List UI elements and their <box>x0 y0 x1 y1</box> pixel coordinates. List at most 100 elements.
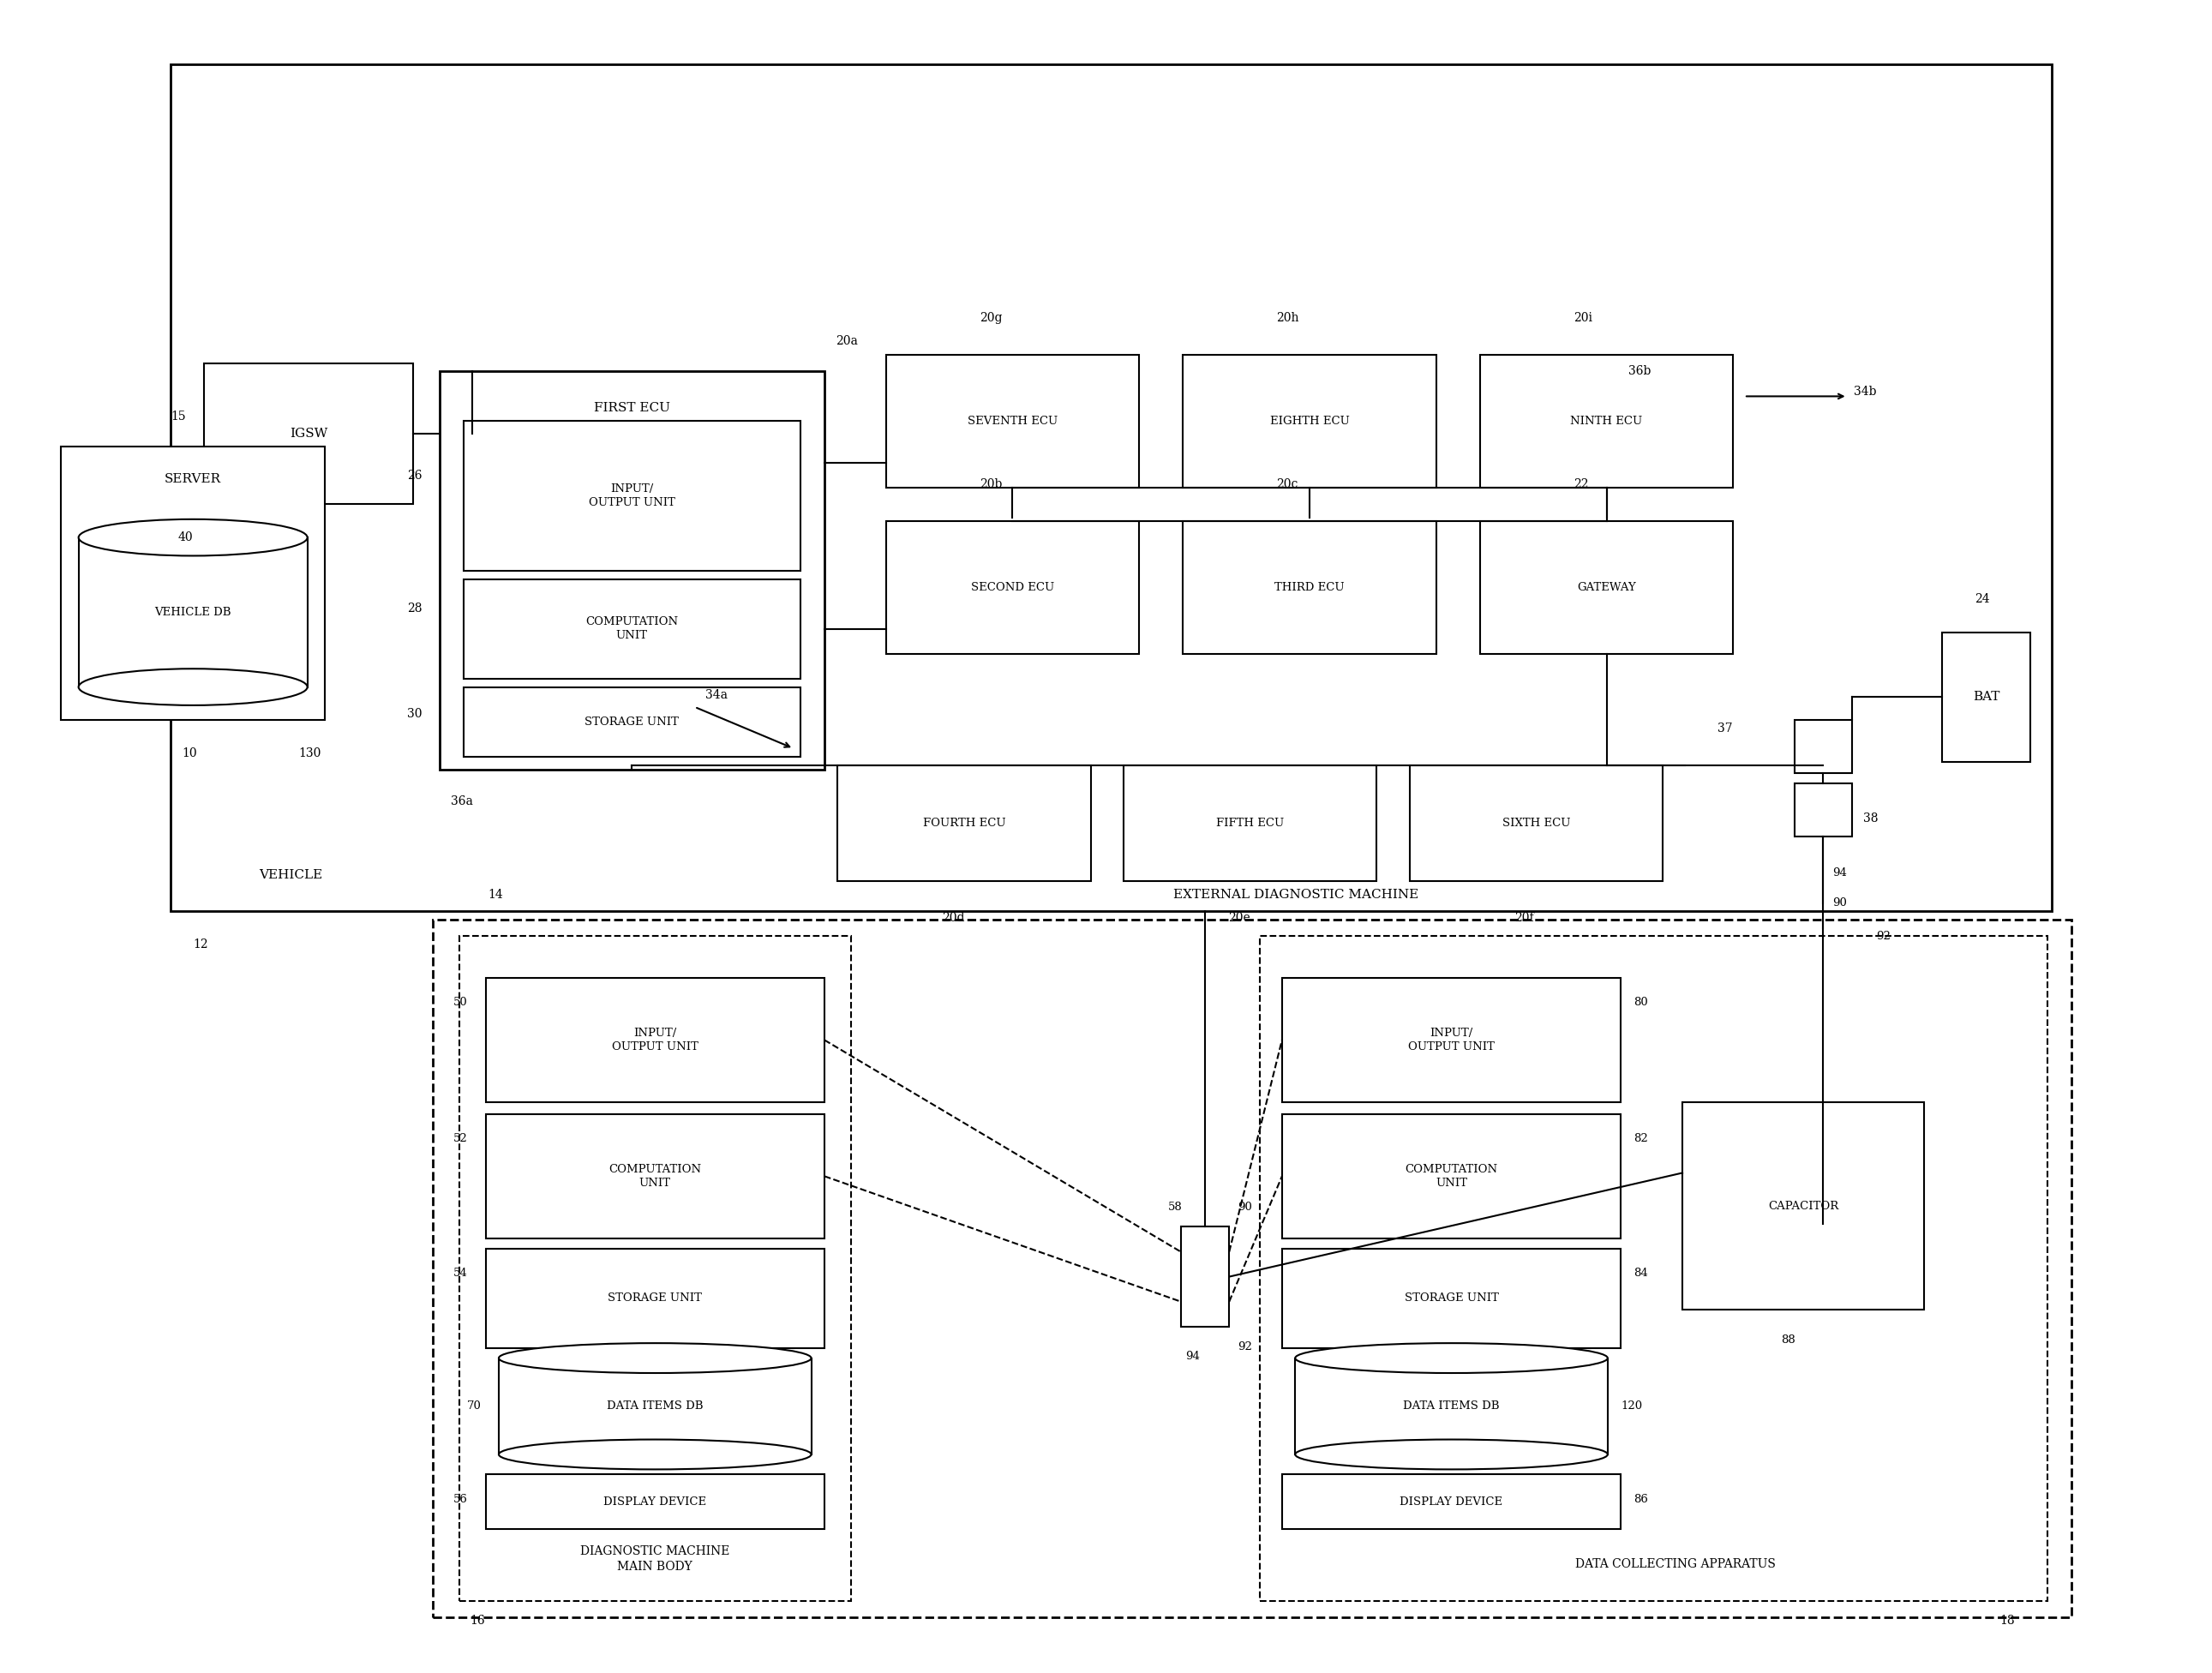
Text: 80: 80 <box>1635 997 1648 1009</box>
Bar <box>170 64 2053 912</box>
Bar <box>1283 977 1621 1103</box>
Bar <box>1794 783 1851 836</box>
Text: 28: 28 <box>407 602 422 616</box>
Text: THIRD ECU: THIRD ECU <box>1274 582 1345 592</box>
Bar <box>465 579 801 679</box>
Text: 52: 52 <box>453 1133 469 1144</box>
Text: 38: 38 <box>1863 811 1878 825</box>
Text: 130: 130 <box>299 748 321 760</box>
Text: DATA ITEMS DB: DATA ITEMS DB <box>606 1400 703 1412</box>
Text: 36b: 36b <box>1628 365 1650 378</box>
Text: 36a: 36a <box>451 796 473 808</box>
Bar <box>1261 937 2048 1601</box>
Text: DIAGNOSTIC MACHINE
MAIN BODY: DIAGNOSTIC MACHINE MAIN BODY <box>580 1546 730 1573</box>
Text: NINTH ECU: NINTH ECU <box>1571 415 1644 427</box>
Text: 90: 90 <box>1239 1201 1252 1213</box>
Bar <box>62 447 325 719</box>
Text: 92: 92 <box>1239 1340 1252 1352</box>
Text: FIFTH ECU: FIFTH ECU <box>1217 818 1285 828</box>
Text: DATA COLLECTING APPARATUS: DATA COLLECTING APPARATUS <box>1575 1558 1776 1569</box>
Text: VEHICLE: VEHICLE <box>259 868 323 880</box>
Text: 20h: 20h <box>1276 313 1298 325</box>
Text: 20a: 20a <box>836 336 858 348</box>
Text: SEVENTH ECU: SEVENTH ECU <box>967 415 1057 427</box>
Text: 94: 94 <box>1186 1350 1199 1362</box>
Text: COMPUTATION
UNIT: COMPUTATION UNIT <box>1405 1164 1498 1188</box>
Text: 16: 16 <box>471 1614 484 1626</box>
Ellipse shape <box>1296 1439 1608 1469</box>
Bar <box>1409 765 1663 882</box>
Text: 22: 22 <box>1573 478 1588 490</box>
Text: 56: 56 <box>453 1494 469 1504</box>
Ellipse shape <box>80 519 307 555</box>
Bar <box>887 355 1139 487</box>
Text: 40: 40 <box>177 532 192 544</box>
Bar <box>204 363 414 504</box>
Bar <box>465 422 801 570</box>
Text: 20b: 20b <box>980 478 1002 490</box>
Text: 54: 54 <box>453 1268 469 1278</box>
Bar <box>487 977 825 1103</box>
Text: INPUT/
OUTPUT UNIT: INPUT/ OUTPUT UNIT <box>588 483 675 509</box>
Ellipse shape <box>1296 1343 1608 1374</box>
Text: 18: 18 <box>2000 1614 2015 1626</box>
Text: 50: 50 <box>453 997 469 1009</box>
Bar <box>1283 1248 1621 1348</box>
Text: 20e: 20e <box>1228 912 1250 923</box>
Text: DISPLAY DEVICE: DISPLAY DEVICE <box>1400 1496 1502 1507</box>
Text: 82: 82 <box>1635 1133 1648 1144</box>
Bar <box>1283 1474 1621 1529</box>
Bar <box>1794 719 1851 773</box>
Ellipse shape <box>80 669 307 706</box>
Ellipse shape <box>498 1439 812 1469</box>
Text: 58: 58 <box>1168 1201 1181 1213</box>
Text: 86: 86 <box>1635 1494 1648 1504</box>
Bar <box>1181 1226 1230 1327</box>
Text: VEHICLE DB: VEHICLE DB <box>155 607 232 617</box>
Text: 84: 84 <box>1635 1268 1648 1278</box>
Text: 20c: 20c <box>1276 478 1298 490</box>
Bar <box>434 920 2073 1618</box>
Text: SECOND ECU: SECOND ECU <box>971 582 1055 592</box>
Text: BAT: BAT <box>1973 691 2000 703</box>
Text: 90: 90 <box>1832 897 1847 908</box>
Ellipse shape <box>498 1343 812 1374</box>
Text: 70: 70 <box>467 1400 482 1412</box>
Bar <box>487 1114 825 1238</box>
Text: 20d: 20d <box>942 912 964 923</box>
Text: 120: 120 <box>1621 1400 1641 1412</box>
Text: COMPUTATION
UNIT: COMPUTATION UNIT <box>586 616 679 641</box>
Text: 34a: 34a <box>706 689 728 701</box>
Bar <box>1283 1114 1621 1238</box>
Bar <box>487 1248 825 1348</box>
Text: GATEWAY: GATEWAY <box>1577 582 1637 592</box>
Text: EIGHTH ECU: EIGHTH ECU <box>1270 415 1349 427</box>
Bar <box>1183 520 1436 654</box>
Bar <box>1942 632 2031 761</box>
Text: 37: 37 <box>1719 723 1732 734</box>
Text: 26: 26 <box>407 470 422 482</box>
Text: DISPLAY DEVICE: DISPLAY DEVICE <box>604 1496 706 1507</box>
Bar <box>80 537 307 688</box>
Bar <box>487 1474 825 1529</box>
Text: EXTERNAL DIAGNOSTIC MACHINE: EXTERNAL DIAGNOSTIC MACHINE <box>1175 888 1418 900</box>
Text: FIRST ECU: FIRST ECU <box>593 402 670 413</box>
Text: COMPUTATION
UNIT: COMPUTATION UNIT <box>608 1164 701 1188</box>
Text: INPUT/
OUTPUT UNIT: INPUT/ OUTPUT UNIT <box>613 1027 699 1052</box>
Text: SERVER: SERVER <box>164 473 221 485</box>
Text: 10: 10 <box>181 748 197 760</box>
Text: 20i: 20i <box>1573 313 1593 325</box>
Bar <box>1480 355 1732 487</box>
Bar <box>1683 1103 1924 1310</box>
Text: 24: 24 <box>1975 592 1991 606</box>
Bar <box>838 765 1091 882</box>
Text: 20g: 20g <box>980 313 1002 325</box>
Text: 20f: 20f <box>1515 912 1533 923</box>
Text: DATA ITEMS DB: DATA ITEMS DB <box>1402 1400 1500 1412</box>
Text: IGSW: IGSW <box>290 428 327 440</box>
Bar <box>887 520 1139 654</box>
Bar <box>1124 765 1376 882</box>
Bar <box>460 937 852 1601</box>
Text: 30: 30 <box>407 708 422 719</box>
Text: STORAGE UNIT: STORAGE UNIT <box>1405 1293 1498 1303</box>
